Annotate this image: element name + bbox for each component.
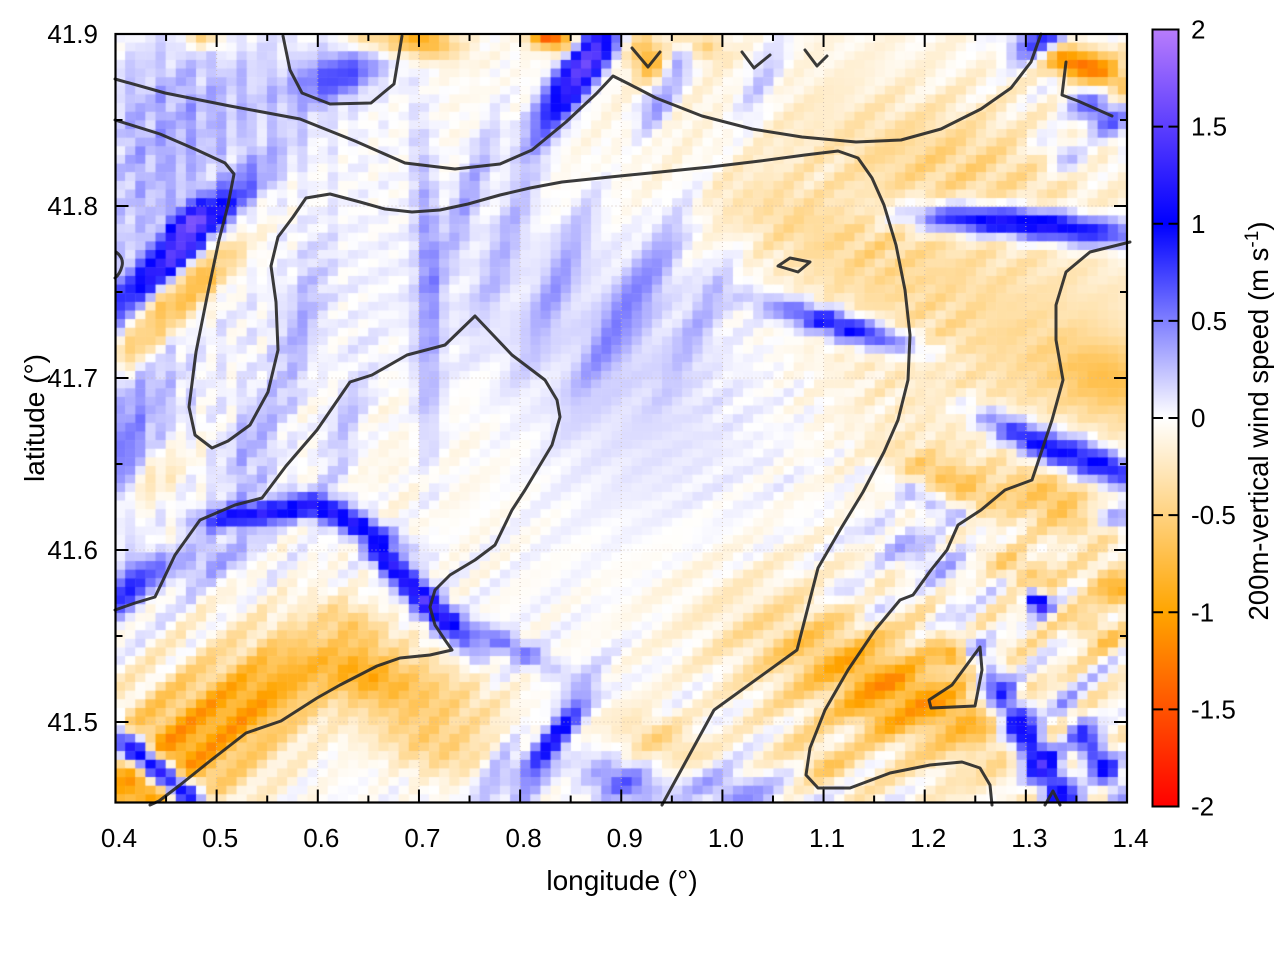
svg-text:41.6: 41.6: [47, 535, 98, 565]
svg-text:1.3: 1.3: [1011, 823, 1047, 853]
svg-text:latitude (°): latitude (°): [19, 354, 50, 482]
svg-text:0.4: 0.4: [101, 823, 137, 853]
svg-text:-2: -2: [1191, 792, 1214, 822]
svg-text:0: 0: [1191, 403, 1205, 433]
svg-text:41.9: 41.9: [47, 19, 98, 49]
svg-text:1.1: 1.1: [809, 823, 845, 853]
svg-text:2: 2: [1191, 15, 1205, 45]
svg-text:41.8: 41.8: [47, 191, 98, 221]
svg-text:-0.5: -0.5: [1191, 500, 1236, 530]
svg-text:0.9: 0.9: [607, 823, 643, 853]
svg-text:0.6: 0.6: [303, 823, 339, 853]
svg-text:longitude (°): longitude (°): [546, 865, 697, 896]
svg-text:-1.5: -1.5: [1191, 694, 1236, 724]
svg-text:1.4: 1.4: [1112, 823, 1148, 853]
svg-text:1.0: 1.0: [708, 823, 744, 853]
svg-text:1.5: 1.5: [1191, 112, 1227, 142]
svg-text:0.5: 0.5: [202, 823, 238, 853]
svg-text:41.7: 41.7: [47, 363, 98, 393]
svg-text:0.7: 0.7: [404, 823, 440, 853]
svg-text:0.8: 0.8: [506, 823, 542, 853]
svg-text:41.5: 41.5: [47, 707, 98, 737]
svg-text:0.5: 0.5: [1191, 306, 1227, 336]
svg-text:1.2: 1.2: [910, 823, 946, 853]
svg-text:1: 1: [1191, 209, 1205, 239]
svg-text:200m-vertical wind speed (m s-: 200m-vertical wind speed (m s-1): [1242, 222, 1274, 621]
svg-text:-1: -1: [1191, 597, 1214, 627]
